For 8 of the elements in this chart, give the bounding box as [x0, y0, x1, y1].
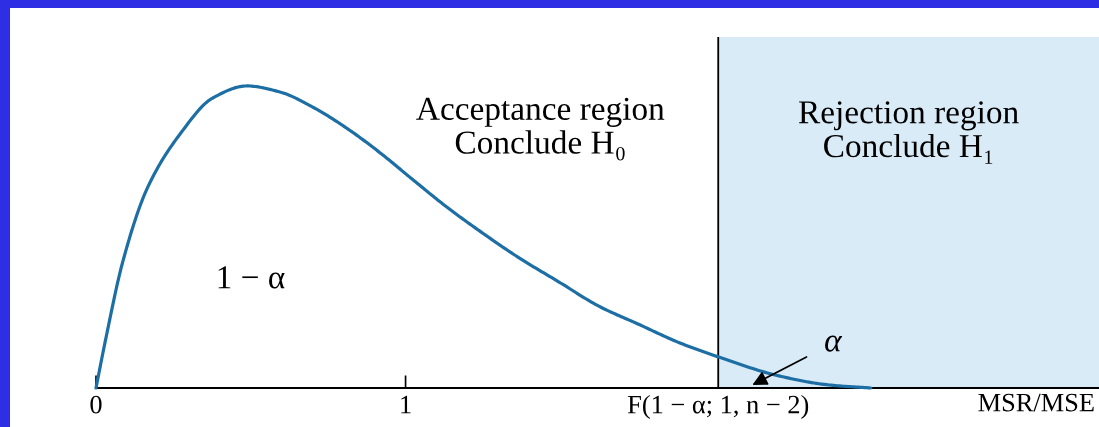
annotation: 1 − α	[218, 266, 285, 289]
x-tick-label: 0	[90, 395, 102, 414]
x-tick-label: 1	[401, 395, 411, 414]
x-axis-title: MSR/MSE	[978, 393, 1094, 412]
annotation: α	[825, 335, 843, 352]
ref-line-label: F(1 − α; 1, n − 2)	[627, 394, 809, 419]
band-label: Rejection region Conclude H₁	[798, 101, 1019, 164]
annotation: Acceptance region Conclude H₀	[416, 97, 665, 161]
